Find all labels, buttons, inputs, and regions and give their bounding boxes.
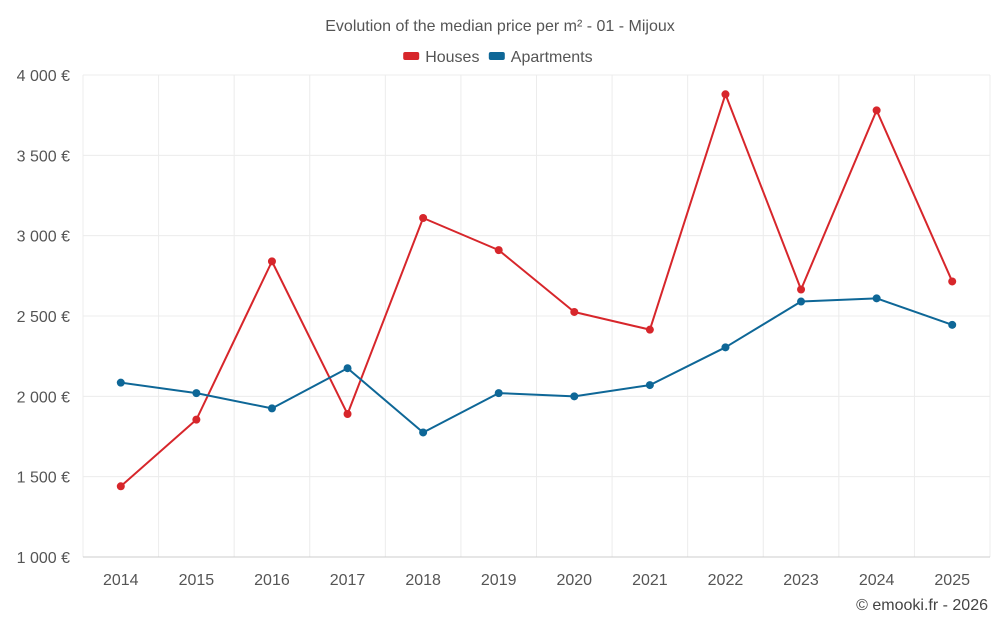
- houses-point: [570, 307, 579, 316]
- x-tick-label: 2017: [330, 572, 366, 589]
- x-tick-label: 2022: [708, 572, 744, 589]
- x-tick-label: 2019: [481, 572, 517, 589]
- houses-point: [494, 246, 503, 255]
- houses-point: [948, 277, 957, 286]
- legend-label-apartments: Apartments: [511, 49, 593, 66]
- y-axis: 1 000 € 1 500 € 2 000 € 2 500 € 3 000 € 3 500…: [17, 68, 70, 567]
- y-tick-label: 1 500 €: [17, 470, 70, 487]
- y-tick-label: 3 000 €: [17, 229, 70, 246]
- houses-point: [419, 213, 428, 222]
- series-group: [116, 90, 957, 491]
- apartments-point: [419, 428, 428, 437]
- apartments-point: [948, 320, 957, 329]
- chart-title: Evolution of the median price per m² - 0…: [325, 18, 674, 35]
- apartments-point: [721, 343, 730, 352]
- houses-point: [267, 257, 276, 266]
- houses-point: [872, 106, 881, 115]
- y-tick-label: 2 500 €: [17, 309, 70, 326]
- apartments-line: [120, 297, 953, 434]
- x-tick-label: 2016: [254, 572, 290, 589]
- apartments-point: [116, 378, 125, 387]
- houses-line: [120, 93, 954, 488]
- x-tick-label: 2023: [783, 572, 819, 589]
- houses-point: [116, 482, 125, 491]
- x-tick-label: 2024: [859, 572, 895, 589]
- x-tick-label: 2014: [103, 572, 139, 589]
- apartments-point: [570, 392, 579, 401]
- x-tick-label: 2015: [179, 572, 215, 589]
- y-tick-label: 3 500 €: [17, 148, 70, 165]
- houses-point: [721, 90, 730, 99]
- legend-swatch-apartments: [488, 52, 505, 60]
- y-tick-label: 2 000 €: [17, 389, 70, 406]
- grid: [82, 74, 991, 557]
- houses-point: [645, 325, 654, 334]
- x-axis: 2014 2015 2016 2017 2018 2019 2020 2021 2022 2023…: [83, 556, 990, 589]
- legend-swatch-houses: [403, 52, 420, 60]
- legend-label-houses: Houses: [425, 49, 479, 66]
- apartments-point: [797, 297, 806, 306]
- x-tick-label: 2018: [405, 572, 441, 589]
- houses-point: [192, 415, 201, 424]
- apartments-point: [872, 294, 881, 303]
- apartments-point: [267, 404, 276, 413]
- apartments-point: [645, 381, 654, 390]
- houses-point: [797, 285, 806, 294]
- y-tick-label: 4 000 €: [17, 68, 70, 85]
- x-tick-label: 2025: [934, 572, 970, 589]
- y-tick-label: 1 000 €: [17, 550, 70, 567]
- apartments-point: [192, 389, 201, 398]
- apartments-point: [494, 389, 503, 398]
- x-tick-label: 2021: [632, 572, 668, 589]
- credit-text: © emooki.fr - 2026: [856, 597, 988, 614]
- houses-point: [343, 410, 352, 419]
- legend: Houses Apartments: [403, 49, 593, 66]
- x-tick-label: 2020: [556, 572, 592, 589]
- apartments-point: [343, 364, 352, 373]
